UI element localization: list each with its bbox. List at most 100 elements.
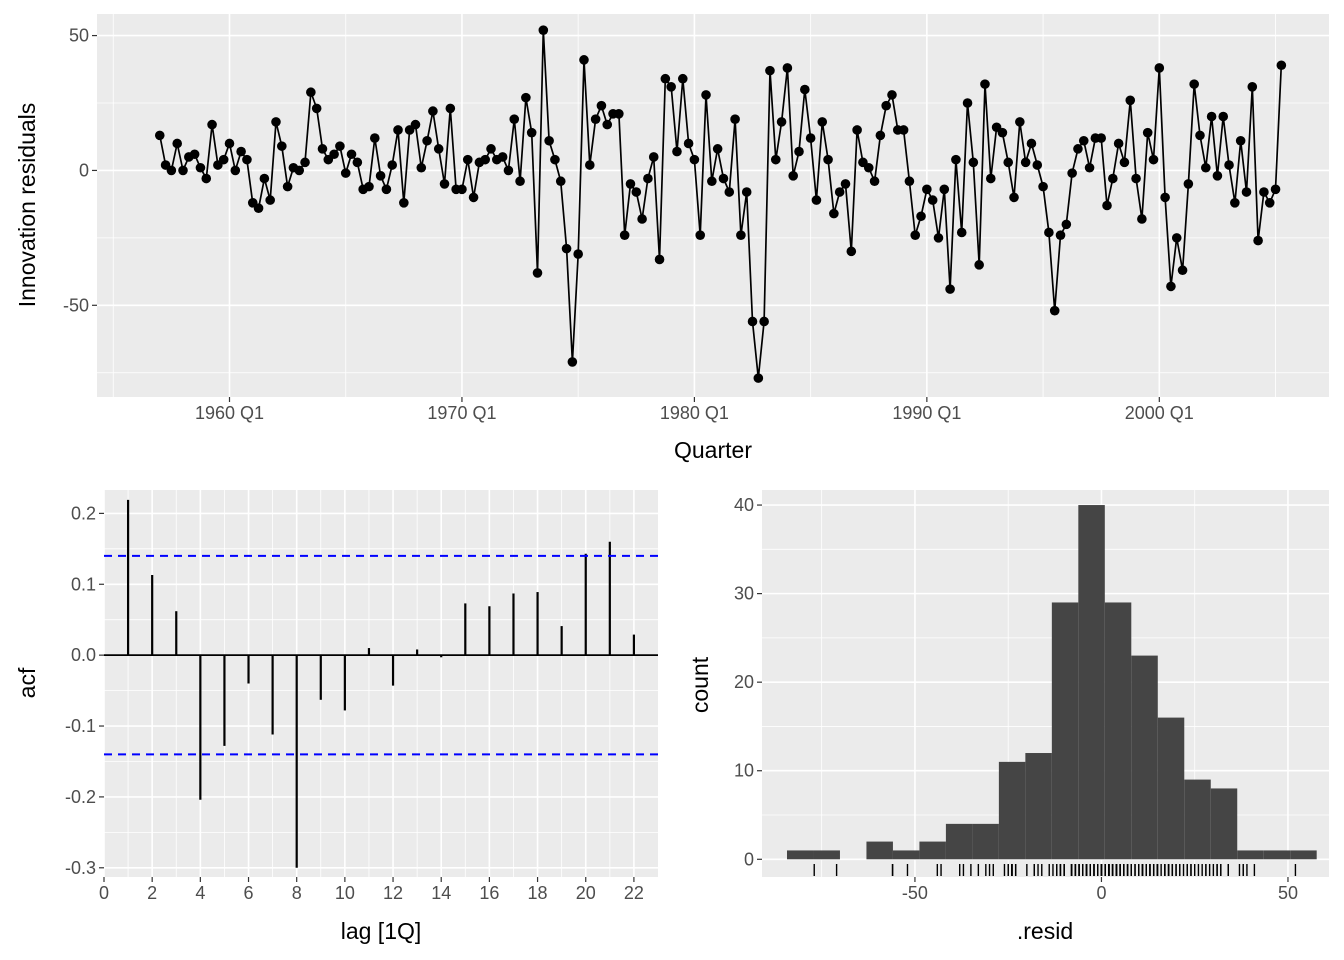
- residuals-y-tick-label: -50: [63, 295, 89, 315]
- residual-point: [364, 181, 374, 192]
- residual-point: [1195, 130, 1205, 141]
- residual-point: [189, 149, 200, 160]
- acf-y-tick-label: 0.0: [71, 645, 96, 665]
- residual-point: [730, 114, 740, 124]
- residual-point: [573, 249, 583, 259]
- residual-point: [1009, 192, 1019, 203]
- acf-y-axis-title: acf: [14, 667, 40, 698]
- residual-point: [445, 103, 456, 114]
- residuals-plot-series: [154, 25, 1287, 383]
- residual-point: [439, 179, 450, 189]
- residual-point: [817, 117, 828, 127]
- acf-y-tick-label: -0.3: [65, 858, 96, 878]
- residual-point: [1119, 157, 1130, 168]
- residual-point: [1224, 160, 1234, 170]
- residual-point: [863, 162, 874, 173]
- acf-plot-bars: [104, 499, 658, 868]
- residual-point: [1160, 192, 1170, 203]
- residual-point: [759, 316, 769, 327]
- residual-point: [1241, 187, 1252, 197]
- residual-point: [776, 117, 787, 127]
- residuals-x-tick-label: 1980 Q1: [660, 403, 729, 423]
- residual-point: [631, 187, 642, 197]
- histogram-bar: [1184, 779, 1211, 860]
- residual-point: [1026, 138, 1037, 149]
- histogram-bar: [1290, 850, 1317, 860]
- histogram-bar: [1237, 850, 1264, 860]
- residual-point: [736, 230, 746, 240]
- histogram-bar: [998, 761, 1026, 860]
- residual-point: [770, 154, 781, 165]
- residual-point: [811, 195, 822, 205]
- residual-point: [683, 138, 694, 149]
- residual-point: [985, 173, 996, 184]
- residual-point: [1073, 144, 1083, 154]
- residual-point: [340, 168, 351, 178]
- residual-point: [1206, 111, 1217, 122]
- residuals-x-tick-label: 2000 Q1: [1125, 403, 1194, 423]
- acf-x-tick-label: 2: [147, 883, 157, 903]
- histogram-bar: [866, 841, 893, 860]
- residual-point: [869, 176, 880, 187]
- residual-point: [294, 165, 305, 176]
- residual-point: [800, 84, 810, 95]
- residuals-x-tick-label: 1960 Q1: [195, 403, 264, 423]
- residual-point: [236, 146, 246, 157]
- histogram-y-tick-label: 10: [734, 761, 754, 781]
- residual-point: [1218, 111, 1229, 122]
- residual-point: [1020, 157, 1031, 168]
- residual-point: [980, 79, 990, 89]
- residual-point: [561, 243, 572, 254]
- residual-point: [898, 125, 909, 135]
- residual-point: [654, 254, 665, 265]
- acf-x-tick-label: 20: [576, 883, 596, 903]
- residual-point: [1113, 138, 1124, 149]
- acf-x-axis-title: lag [1Q]: [341, 918, 422, 944]
- residuals-x-axis-title: Quarter: [674, 437, 752, 463]
- residual-point: [1189, 79, 1199, 89]
- histogram-y-axis-title: count: [687, 656, 713, 713]
- residual-point: [154, 130, 165, 141]
- residual-point: [1276, 60, 1287, 71]
- residual-point: [381, 184, 392, 195]
- residual-point: [1212, 171, 1223, 181]
- residual-point: [1259, 187, 1269, 197]
- residuals-plot-grid: [97, 14, 1329, 397]
- residual-point: [1131, 173, 1141, 184]
- residual-point: [625, 179, 636, 189]
- histogram-bar: [1263, 850, 1291, 860]
- acf-x-tick-label: 18: [528, 883, 548, 903]
- residual-point: [178, 165, 188, 176]
- residual-point: [1142, 127, 1153, 138]
- residual-point: [1032, 160, 1043, 170]
- residual-point: [916, 211, 926, 222]
- residual-point: [933, 233, 944, 243]
- residual-point: [317, 144, 328, 154]
- residual-point: [428, 106, 438, 116]
- residual-point: [724, 187, 735, 197]
- acf-x-tick-label: 14: [431, 883, 451, 903]
- residual-point: [1067, 168, 1077, 178]
- acf-y-tick-label: 0.1: [71, 574, 96, 594]
- residual-point: [242, 154, 252, 165]
- residual-point: [1253, 235, 1263, 246]
- residual-point: [585, 160, 595, 170]
- residual-point: [997, 127, 1008, 138]
- acf-x-tick-label: 10: [335, 883, 355, 903]
- residual-point: [956, 227, 967, 238]
- acf-x-tick-label: 16: [479, 883, 499, 903]
- acf-x-tick-label: 22: [624, 883, 644, 903]
- acf-plot: 0 2 4 6 8 10 12 14 16 18 20 22 0.2 0.1 0.0 -0.1 -0.2 -0.3…: [14, 490, 658, 944]
- residual-point: [567, 357, 578, 367]
- residual-point: [486, 144, 496, 154]
- residual-point: [416, 162, 427, 173]
- residual-point: [794, 146, 804, 157]
- residual-point: [718, 173, 729, 184]
- residual-point: [701, 90, 711, 100]
- residual-point: [1038, 181, 1048, 192]
- residual-point: [712, 144, 723, 154]
- residual-point: [1049, 305, 1060, 316]
- residual-point: [666, 82, 676, 92]
- histogram-y-tick-label: 40: [734, 495, 754, 515]
- residual-point: [399, 198, 409, 208]
